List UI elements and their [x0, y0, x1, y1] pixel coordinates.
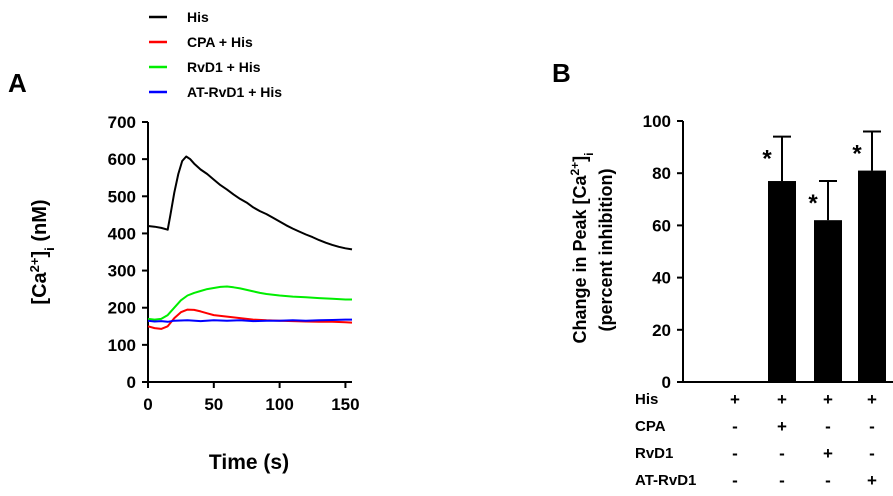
panel-b-significance-star: *	[762, 146, 772, 173]
panel-b-significance-star: *	[808, 190, 818, 217]
treatment-row-label: His	[635, 391, 658, 408]
legend-label: AT-RvD1 + His	[187, 84, 282, 100]
legend-label: CPA + His	[187, 34, 253, 50]
panel-b-significance-star: *	[852, 140, 862, 167]
treatment-mark: +	[867, 471, 877, 490]
panel-b-ytick-label: 60	[652, 216, 671, 235]
panel-a-ytick-label: 500	[108, 187, 136, 206]
panel-a-series-line	[147, 285, 352, 321]
treatment-mark: -	[825, 471, 831, 490]
panel-b-ylabel-line2: (percent inhibition)	[596, 169, 616, 332]
treatment-mark: -	[779, 444, 785, 463]
panel-b-plot: 0 20 40 60 80 100 * * * His + + + + CPA - + - - RvD1 - - + - AT-…	[635, 112, 893, 490]
panel-a-ytick-label: 100	[108, 336, 136, 355]
panel-a-ytick-label: 200	[108, 299, 136, 318]
treatment-mark: +	[730, 390, 740, 409]
panel-a-ytick-label: 300	[108, 262, 136, 281]
panel-b-ytick-label: 80	[652, 164, 671, 183]
panel-a-letter: A	[8, 68, 27, 98]
treatment-mark: +	[823, 444, 833, 463]
panel-b-ytick-label: 20	[652, 321, 671, 340]
treatment-row-label: CPA	[635, 418, 666, 435]
panel-a-ytick-label: 700	[108, 113, 136, 132]
panel-a-xtick-label: 150	[331, 395, 359, 414]
panel-b-ytick-label: 0	[662, 373, 671, 392]
treatment-mark: -	[732, 471, 738, 490]
treatment-mark: +	[823, 390, 833, 409]
treatment-mark: -	[732, 417, 738, 436]
panel-a-legend: His CPA + His RvD1 + His AT-RvD1 + His	[149, 9, 282, 100]
panel-b-ytick-label: 40	[652, 269, 671, 288]
treatment-mark: +	[777, 390, 787, 409]
panel-a-series-line	[147, 155, 353, 251]
legend-label: His	[187, 9, 209, 25]
panel-a-ytick-label: 0	[127, 373, 136, 392]
treatment-row-label: AT-RvD1	[635, 472, 696, 489]
treatment-mark: -	[869, 417, 875, 436]
treatment-mark: -	[825, 417, 831, 436]
panel-a-ytick-label: 400	[108, 224, 136, 243]
panel-a-xtick-label: 100	[265, 395, 293, 414]
panel-b-ylabel-line1: Change in Peak [Ca2+]i	[568, 152, 596, 343]
panel-a-ylabel: [Ca2+]i (nM)	[27, 199, 57, 304]
treatment-mark: +	[777, 417, 787, 436]
panel-a-ytick-label: 600	[108, 150, 136, 169]
panel-b-ytick-label: 100	[643, 112, 671, 131]
panel-b-bar	[814, 220, 842, 382]
legend-label: RvD1 + His	[187, 59, 261, 75]
treatment-mark: -	[869, 444, 875, 463]
panel-b-bar	[768, 181, 796, 382]
treatment-mark: +	[867, 390, 877, 409]
panel-b-bar	[858, 170, 886, 382]
treatment-mark: -	[779, 471, 785, 490]
panel-b-letter: B	[552, 58, 571, 88]
panel-a-series-line	[147, 318, 352, 323]
panel-a-xtick-label: 0	[143, 395, 152, 414]
treatment-mark: -	[732, 444, 738, 463]
panel-a-xlabel: Time (s)	[209, 451, 289, 474]
panel-a-plot: 0 100 200 300 400 500 600 700 0 50 100 150	[108, 113, 360, 414]
treatment-row-label: RvD1	[635, 445, 673, 462]
panel-a-xtick-label: 50	[204, 395, 223, 414]
